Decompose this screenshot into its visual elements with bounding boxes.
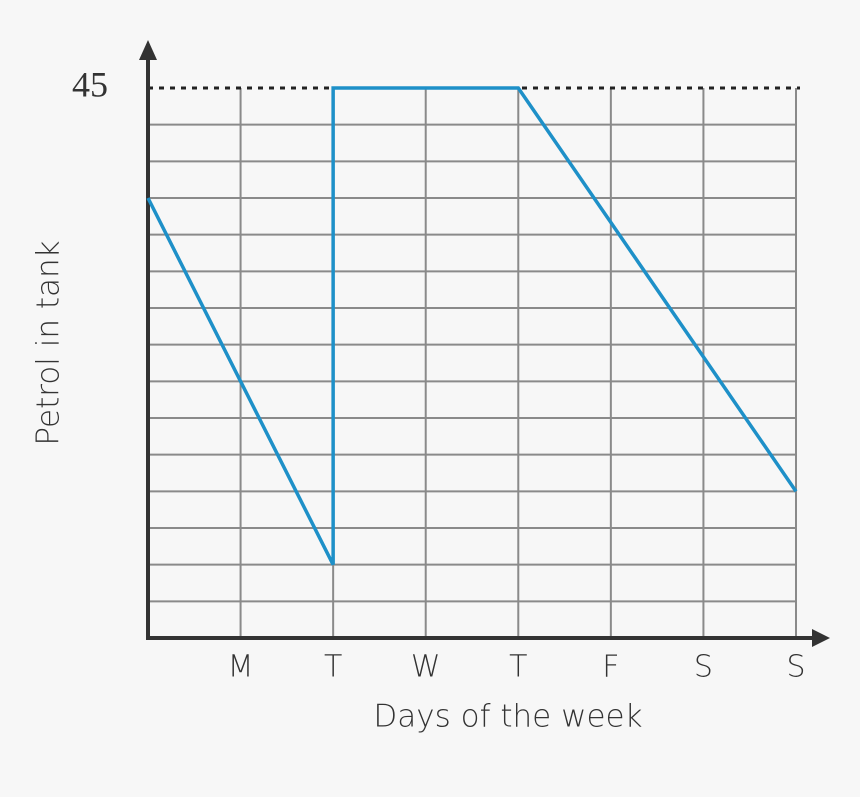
data-line bbox=[146, 86, 798, 566]
x-tick-label: S bbox=[694, 650, 713, 685]
x-axis-title: Days of the week bbox=[373, 699, 642, 735]
y-axis-arrow bbox=[139, 40, 157, 60]
x-tick-label: T bbox=[324, 650, 342, 685]
x-tick-label: S bbox=[786, 650, 805, 685]
y-axis-title: Petrol in tank bbox=[31, 240, 67, 445]
y-tick-label: 45 bbox=[72, 64, 108, 104]
x-axis-arrow bbox=[812, 629, 830, 647]
x-tick-label: W bbox=[411, 650, 441, 685]
x-tick-label: M bbox=[228, 650, 254, 685]
x-tick-label: T bbox=[509, 650, 527, 685]
x-tick-label: F bbox=[602, 650, 619, 685]
